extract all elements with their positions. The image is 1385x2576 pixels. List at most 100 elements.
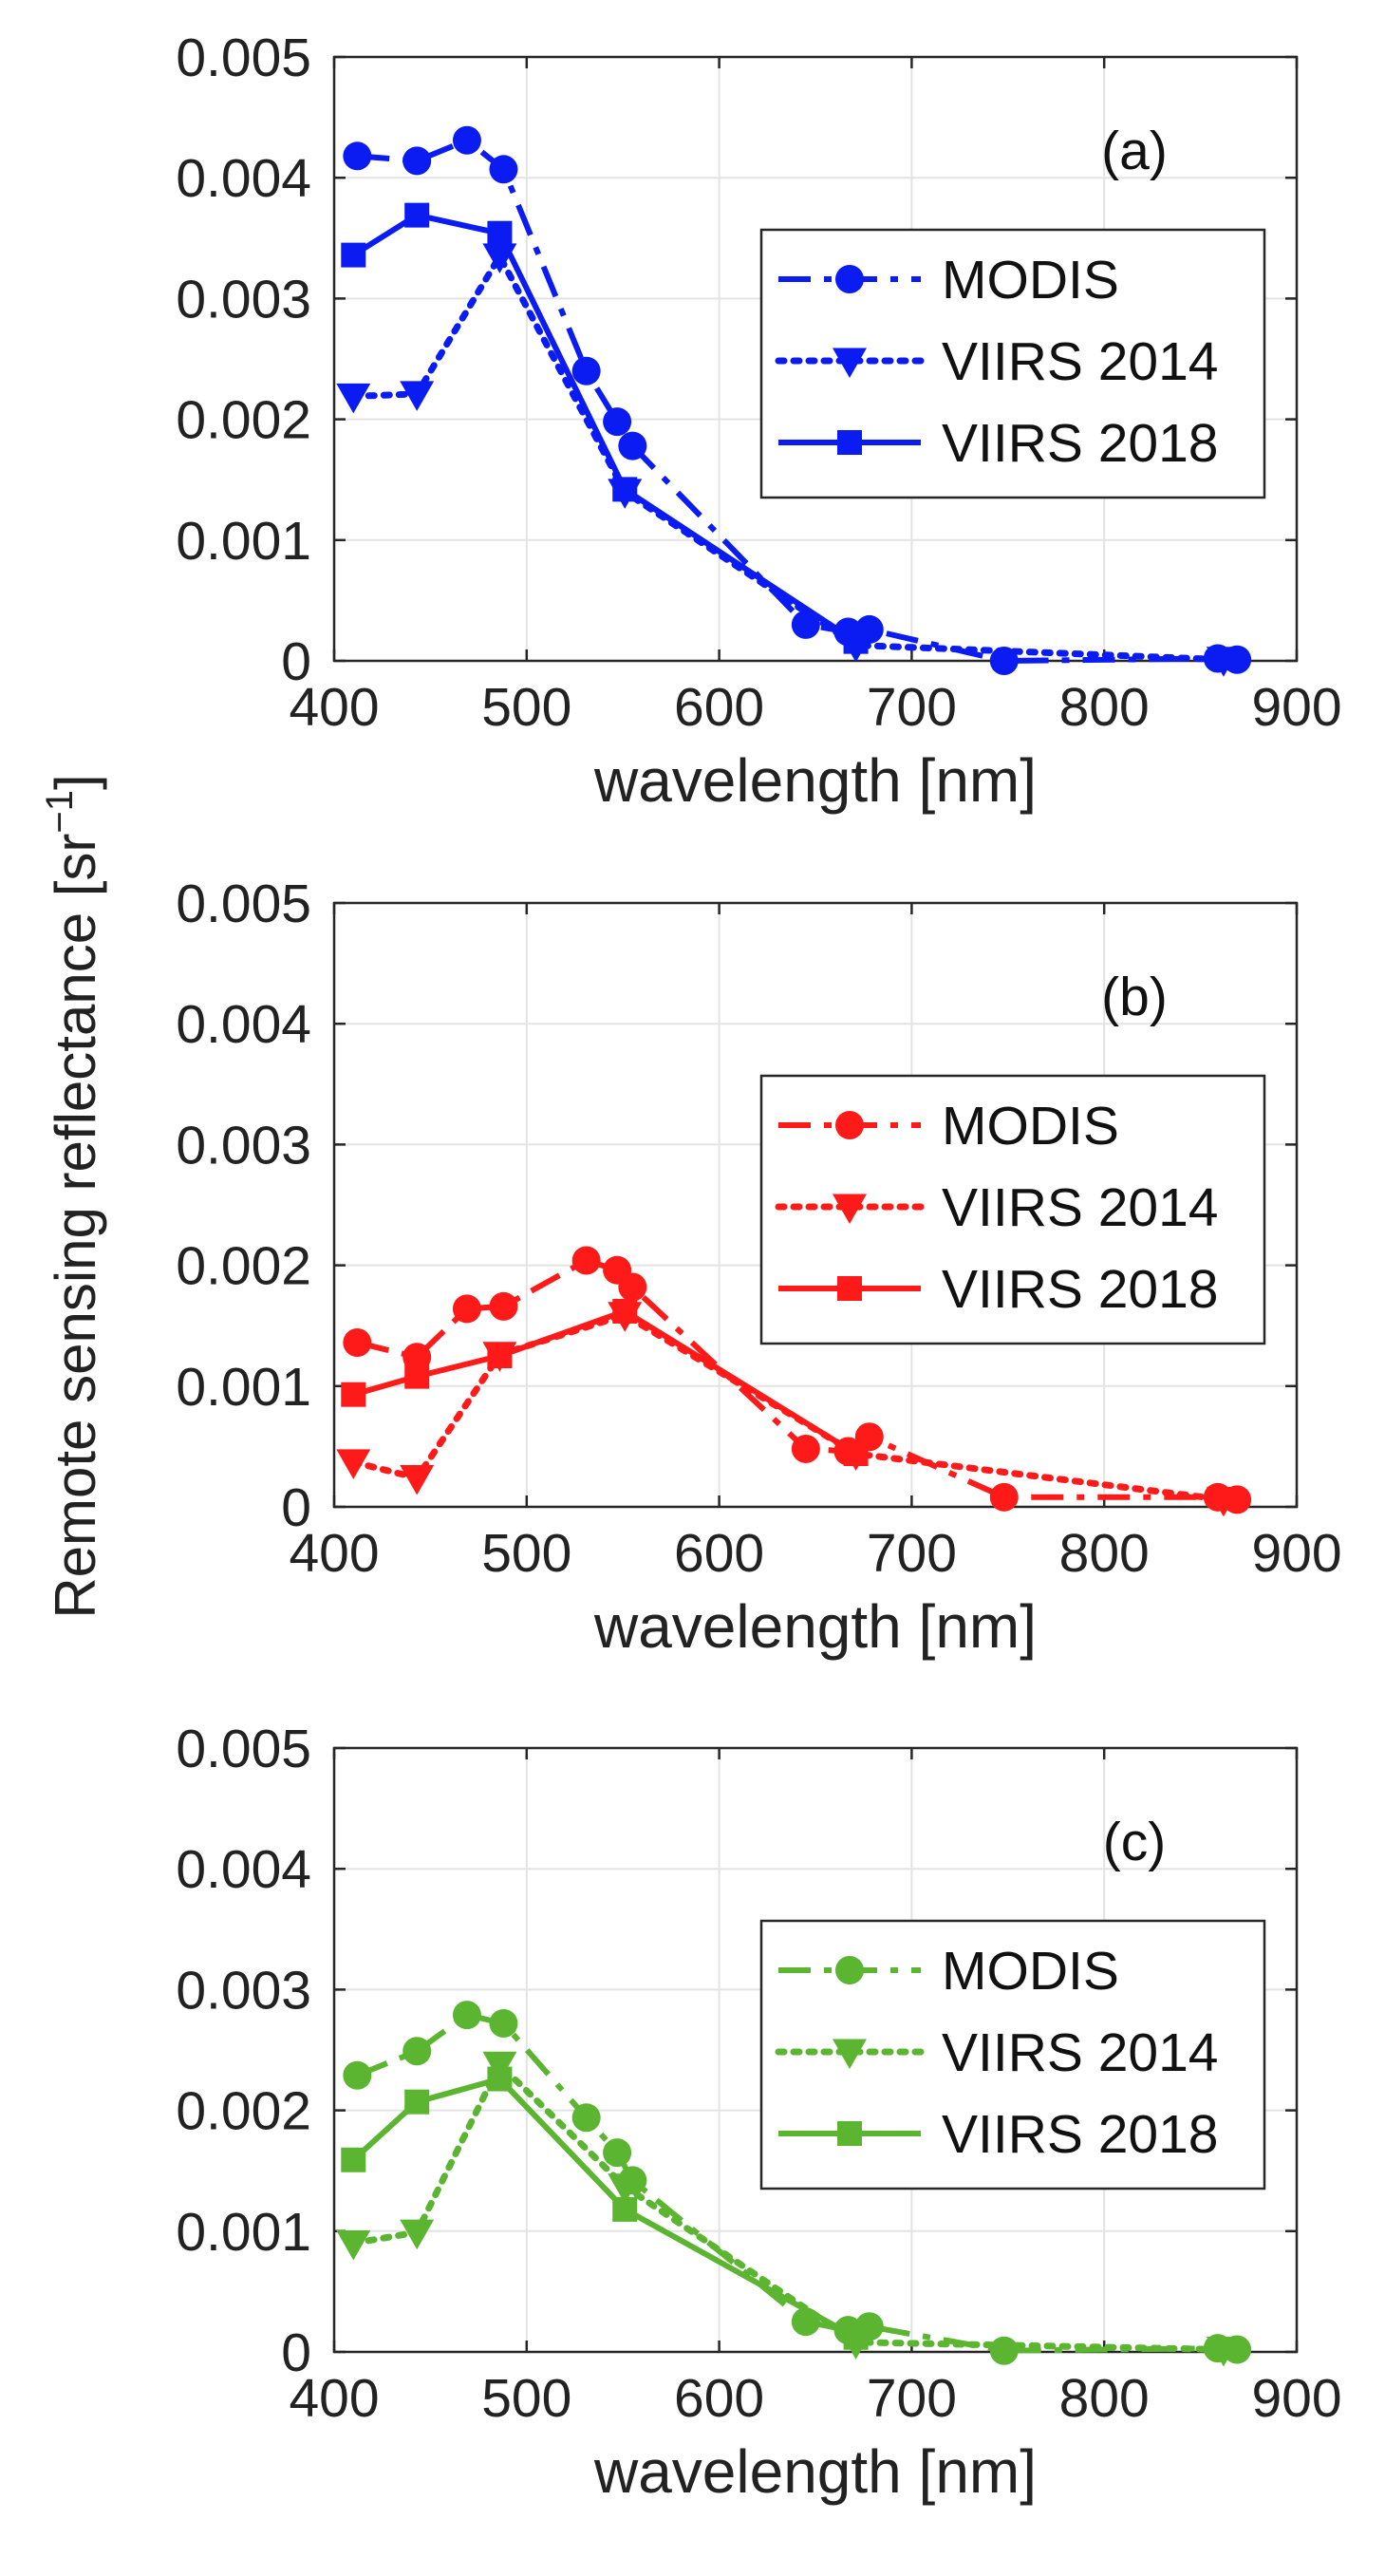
series-modis <box>343 2001 1252 2365</box>
data-point <box>843 2324 869 2350</box>
data-point <box>843 629 869 654</box>
x-tick-label: 700 <box>867 677 957 738</box>
series-viirs-2018 <box>341 2066 869 2350</box>
y-tick-label: 0.004 <box>176 1839 311 1900</box>
chart-panel-1: 400 500 600 700 800 900 0 0.001 0.002 0.003 0.004 0… <box>176 874 1341 1661</box>
panel-tag: (c) <box>1103 1812 1166 1872</box>
y-tick-label: 0.005 <box>176 1719 311 1779</box>
legend-label: MODIS <box>942 250 1119 310</box>
series-viirs-2018 <box>341 202 869 654</box>
legend-marker <box>835 1111 864 1139</box>
x-tick-label: 400 <box>289 1523 379 1584</box>
legend-marker <box>837 2121 862 2146</box>
series-viirs-2018 <box>341 1298 869 1467</box>
data-point <box>989 2336 1019 2365</box>
data-point <box>452 2001 481 2030</box>
x-tick-label: 400 <box>289 2368 379 2429</box>
x-tick-label: 600 <box>674 1523 764 1584</box>
data-point <box>482 2051 517 2082</box>
data-point <box>603 407 632 437</box>
data-point <box>404 1363 430 1389</box>
chart-panel-0: 400 500 600 700 800 900 0 0.001 0.002 0.003 0.004 0… <box>176 28 1341 815</box>
y-tick-label: 0.003 <box>176 1960 311 2021</box>
legend-marker <box>833 1194 867 1224</box>
data-point <box>400 381 435 411</box>
x-tick-label: 500 <box>481 2368 571 2429</box>
legend-label: VIIRS 2014 <box>942 2022 1219 2083</box>
data-point <box>1206 2336 1241 2367</box>
series-line <box>349 2060 1227 2353</box>
data-point <box>343 141 372 171</box>
data-point <box>336 1449 371 1479</box>
x-tick-label: 700 <box>867 2368 957 2429</box>
x-axis-label: wavelength [nm] <box>593 2437 1037 2506</box>
x-tick-label: 800 <box>1059 1523 1150 1584</box>
legend-marker <box>833 348 867 378</box>
x-tick-label: 500 <box>481 677 571 738</box>
legend-marker <box>835 265 864 293</box>
y-tick-label: 0.004 <box>176 994 311 1055</box>
x-tick-label: 900 <box>1251 2368 1341 2429</box>
axes-box <box>332 55 1299 663</box>
data-point <box>608 2173 643 2204</box>
data-point <box>343 1328 372 1358</box>
data-point <box>400 2219 435 2250</box>
legend-label: VIIRS 2018 <box>942 413 1219 474</box>
data-point <box>402 2037 432 2066</box>
data-point <box>336 383 371 414</box>
data-point <box>618 1272 647 1302</box>
data-point <box>1206 647 1241 677</box>
data-point <box>402 146 432 176</box>
data-point <box>489 155 518 184</box>
legend-label: MODIS <box>942 1096 1119 1156</box>
y-tick-label: 0.005 <box>176 874 311 934</box>
y-tick-label: 0 <box>281 1477 311 1538</box>
x-axis-label: wavelength [nm] <box>593 746 1037 815</box>
y-tick-label: 0.002 <box>176 2081 311 2142</box>
data-point <box>618 431 647 461</box>
legend-label: VIIRS 2014 <box>942 1177 1219 1238</box>
data-point <box>571 1246 601 1275</box>
data-point <box>404 202 430 228</box>
data-point <box>487 220 513 246</box>
data-point <box>400 1464 435 1495</box>
x-tick-label: 700 <box>867 1523 957 1584</box>
legend: MODIS VIIRS 2014 VIIRS 2018 <box>759 1074 1266 1345</box>
data-point <box>603 2138 632 2168</box>
y-tick-label: 0.003 <box>176 1115 311 1175</box>
y-tick-label: 0.003 <box>176 269 311 329</box>
data-point <box>571 356 601 385</box>
series-line <box>349 253 1227 664</box>
data-point <box>489 1291 518 1321</box>
data-point <box>791 1434 820 1463</box>
x-tick-label: 900 <box>1251 1523 1341 1584</box>
data-point <box>452 125 481 155</box>
legend: MODIS VIIRS 2014 VIIRS 2018 <box>759 228 1266 499</box>
y-tick-label: 0.004 <box>176 148 311 209</box>
x-tick-label: 800 <box>1059 677 1150 738</box>
data-point <box>571 2103 601 2133</box>
data-point <box>1206 1486 1241 1517</box>
x-tick-label: 900 <box>1251 677 1341 738</box>
data-point <box>487 2066 513 2092</box>
data-point <box>489 2009 518 2039</box>
legend-marker <box>837 1276 862 1301</box>
data-point <box>989 1482 1019 1512</box>
x-tick-label: 800 <box>1059 2368 1150 2429</box>
data-point <box>404 2089 430 2115</box>
y-tick-label: 0.001 <box>176 1357 311 1418</box>
y-axis-label: Remote sensing reflectance [sr−1] <box>39 774 107 1618</box>
x-tick-label: 400 <box>289 677 379 738</box>
data-point <box>336 2230 371 2261</box>
y-tick-label: 0.001 <box>176 2202 311 2263</box>
legend-label: MODIS <box>942 1941 1119 2002</box>
chart-panel-2: 400 500 600 700 800 900 0 0.001 0.002 0.003 0.004 0… <box>176 1719 1341 2506</box>
legend-marker <box>837 430 862 455</box>
x-tick-label: 600 <box>674 677 764 738</box>
data-point <box>612 477 638 502</box>
legend-marker <box>835 1956 864 1984</box>
legend-label: VIIRS 2018 <box>942 1259 1219 1320</box>
panel-tag: (b) <box>1101 967 1168 1027</box>
legend-marker <box>833 2039 867 2069</box>
data-point <box>989 647 1019 675</box>
